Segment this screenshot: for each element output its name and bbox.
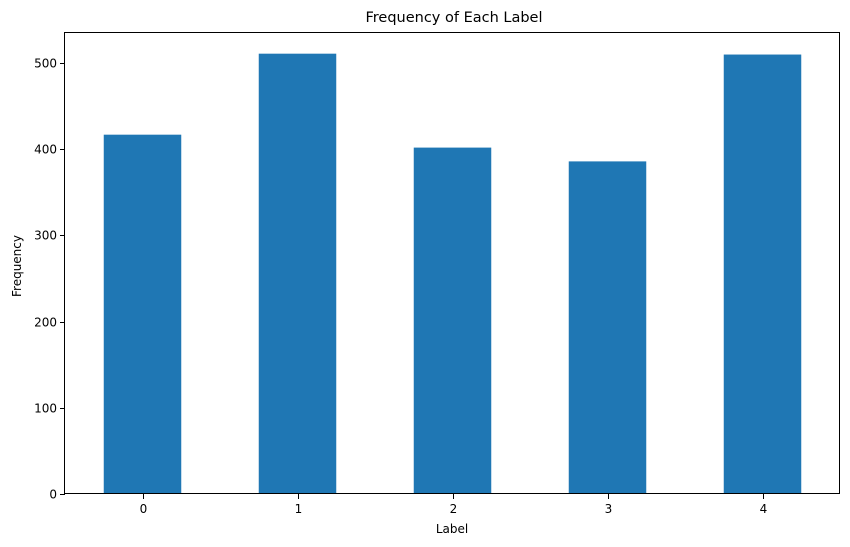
y-axis-label: Frequency	[10, 235, 24, 297]
bars-group	[103, 53, 802, 495]
y-tick-label: 200	[34, 316, 57, 330]
y-tick-label: 0	[49, 488, 57, 502]
y-tick-label: 100	[34, 402, 57, 416]
bar-1	[258, 53, 337, 495]
plot-frame	[64, 32, 840, 494]
bar-0	[103, 134, 182, 494]
bar-3	[568, 161, 647, 494]
chart-title: Frequency of Each Label	[365, 10, 542, 26]
y-tick-label: 300	[34, 229, 57, 243]
x-axis: 0 1 2 3 4	[140, 494, 768, 516]
bar-4	[723, 54, 802, 494]
x-tick-label: 3	[605, 502, 613, 516]
bar-2	[413, 147, 492, 494]
x-tick-label: 2	[450, 502, 458, 516]
y-tick-label: 400	[34, 143, 57, 157]
x-axis-label: Label	[436, 522, 468, 536]
y-axis: 0 100 200 300 400 500	[34, 57, 65, 502]
x-tick-label: 0	[140, 502, 148, 516]
y-tick-label: 500	[34, 57, 57, 71]
x-tick-label: 1	[295, 502, 303, 516]
x-tick-label: 4	[760, 502, 768, 516]
